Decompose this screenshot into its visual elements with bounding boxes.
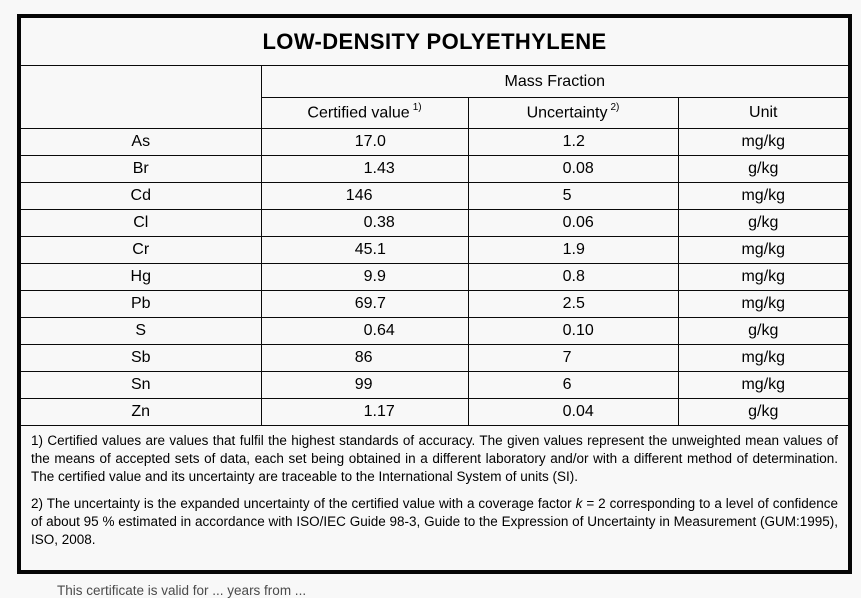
table-row: Cl 0.38 0.06 g/kg — [18, 209, 851, 237]
footnote-1-text: 1) Certified values are values that fulf… — [31, 433, 839, 484]
table-row: Cr 45.1 1.9 mg/kg — [18, 236, 851, 264]
uncertainty-cell: 6 — [467, 371, 679, 399]
unit-cell: mg/kg — [677, 236, 851, 264]
table-row: Br 1.43 0.08 g/kg — [18, 155, 851, 183]
table-header: LOW-DENSITY POLYETHYLENE Mass Fraction C… — [18, 15, 851, 129]
table-row: As 17.0 1.2 mg/kg — [18, 128, 851, 156]
mass-fraction-header: Mass Fraction — [260, 65, 851, 98]
unit-cell: mg/kg — [677, 371, 851, 399]
unit-cell: mg/kg — [677, 290, 851, 318]
unit-cell: g/kg — [677, 155, 851, 183]
certified-value-cell: 1.17 — [260, 398, 469, 426]
coverage-factor-k-symbol: k — [575, 496, 583, 511]
certificate-table: LOW-DENSITY POLYETHYLENE Mass Fraction C… — [17, 14, 853, 574]
footnote-section: 1) Certified values are values that fulf… — [18, 425, 851, 573]
unit-cell: mg/kg — [677, 128, 851, 156]
uncertainty-cell: 1.9 — [467, 236, 679, 264]
element-cell: As — [18, 128, 262, 156]
title-row: LOW-DENSITY POLYETHYLENE — [18, 15, 851, 66]
uncertainty-cell: 0.06 — [467, 209, 679, 237]
uncertainty-cell: 0.8 — [467, 263, 679, 291]
table-row: S 0.64 0.10 g/kg — [18, 317, 851, 345]
uncertainty-cell: 0.10 — [467, 317, 679, 345]
unit-cell: mg/kg — [677, 263, 851, 291]
unit-cell: g/kg — [677, 209, 851, 237]
certified-value-cell: 86 — [260, 344, 469, 372]
certified-value-header: Certified value 1) — [260, 97, 469, 129]
table-row: Sb 86 7 mg/kg — [18, 344, 851, 372]
uncertainty-cell: 5 — [467, 182, 679, 210]
footnote-1: 1) Certified values are values that fulf… — [31, 432, 838, 486]
element-cell: Sn — [18, 371, 262, 399]
certified-value-cell: 1.43 — [260, 155, 469, 183]
footnote-row: 1) Certified values are values that fulf… — [18, 425, 851, 573]
element-cell: Hg — [18, 263, 262, 291]
clipped-validity-text: This certificate is valid for ... years … — [57, 583, 307, 598]
unit-cell: mg/kg — [677, 182, 851, 210]
footnote-1-ref: 1) — [412, 102, 422, 114]
element-cell: S — [18, 317, 262, 345]
element-cell: Cd — [18, 182, 262, 210]
unit-header: Unit — [677, 97, 851, 129]
element-cell: Br — [18, 155, 262, 183]
certified-value-cell: 0.38 — [260, 209, 469, 237]
uncertainty-cell: 7 — [467, 344, 679, 372]
certified-value-cell: 9.9 — [260, 263, 469, 291]
footnotes-cell: 1) Certified values are values that fulf… — [18, 425, 851, 573]
element-cell: Cl — [18, 209, 262, 237]
certified-value-cell: 0.64 — [260, 317, 469, 345]
empty-header-cell — [18, 65, 262, 129]
table-row: Zn 1.17 0.04 g/kg — [18, 398, 851, 426]
table-row: Cd 146 5 mg/kg — [18, 182, 851, 210]
footnote-2-text-end: = 2 corresponding to a level of confiden… — [31, 496, 839, 547]
uncertainty-cell: 2.5 — [467, 290, 679, 318]
document-title: LOW-DENSITY POLYETHYLENE — [18, 15, 851, 66]
certified-value-cell: 45.1 — [260, 236, 469, 264]
footnote-2-ref: 2) — [610, 102, 620, 114]
table-body: As 17.0 1.2 mg/kg Br 1.43 0.08 g/kg Cd 146 5 mg/kg C… — [18, 128, 851, 426]
uncertainty-header: Uncertainty 2) — [467, 97, 679, 129]
group-header-row: Mass Fraction — [18, 65, 851, 129]
certified-value-cell: 99 — [260, 371, 469, 399]
footnote-2-text-start: 2) The uncertainty is the expanded uncer… — [31, 496, 576, 511]
unit-cell: g/kg — [677, 317, 851, 345]
table-row: Sn 99 6 mg/kg — [18, 371, 851, 399]
uncertainty-cell: 1.2 — [467, 128, 679, 156]
unit-cell: mg/kg — [677, 344, 851, 372]
certified-value-cell: 17.0 — [260, 128, 469, 156]
certified-value-label: Certified value — [307, 104, 410, 122]
uncertainty-label: Uncertainty — [526, 104, 608, 122]
uncertainty-cell: 0.08 — [467, 155, 679, 183]
element-cell: Zn — [18, 398, 262, 426]
element-cell: Sb — [18, 344, 262, 372]
certified-value-cell: 146 — [260, 182, 469, 210]
certified-value-cell: 69.7 — [260, 290, 469, 318]
table-row: Pb 69.7 2.5 mg/kg — [18, 290, 851, 318]
uncertainty-cell: 0.04 — [467, 398, 679, 426]
table-row: Hg 9.9 0.8 mg/kg — [18, 263, 851, 291]
element-cell: Pb — [18, 290, 262, 318]
footnote-2: 2) The uncertainty is the expanded uncer… — [31, 495, 838, 549]
unit-cell: g/kg — [677, 398, 851, 426]
element-cell: Cr — [18, 236, 262, 264]
